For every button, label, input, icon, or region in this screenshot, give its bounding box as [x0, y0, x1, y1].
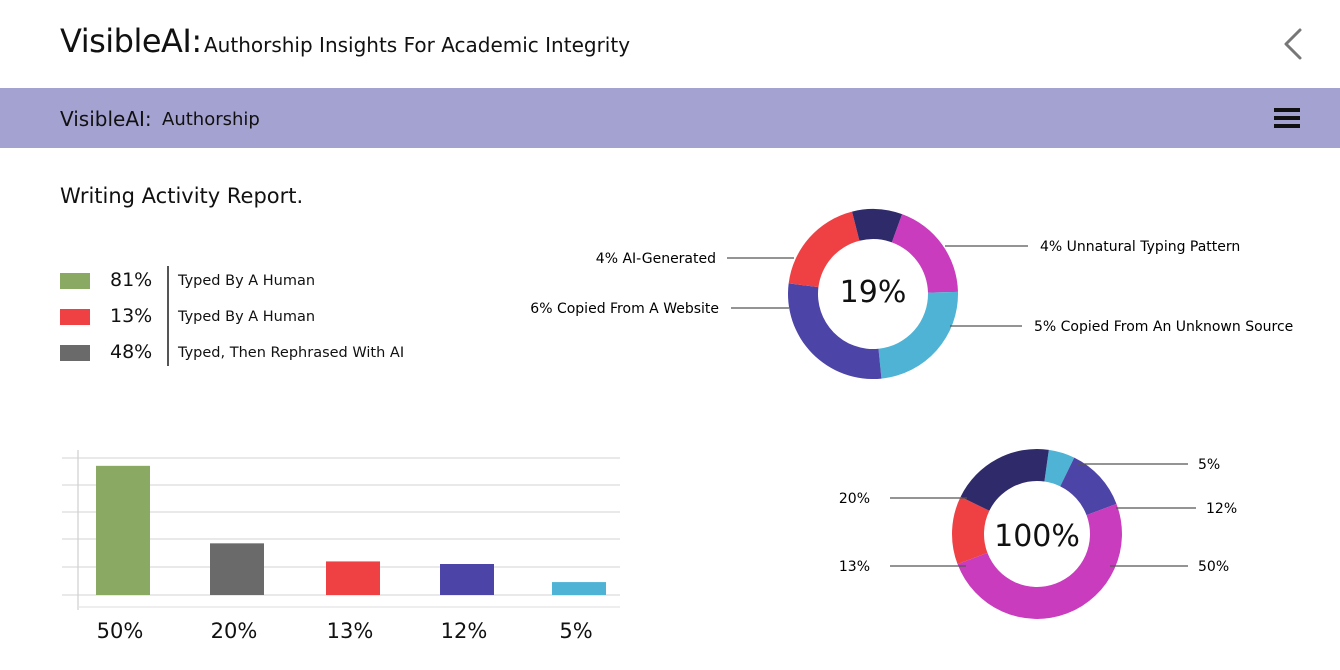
bar-label-0: 50%: [97, 619, 144, 643]
legend-row-typed-by-human: 81% Typed By A Human: [60, 266, 480, 296]
bar-1: [210, 543, 264, 595]
donut-slice-1: [1060, 457, 1117, 516]
callout-5: 5%: [1198, 457, 1220, 473]
legend-label: Typed By A Human: [178, 273, 316, 289]
callout-50: 50%: [1198, 559, 1229, 575]
donut-slice-2: [957, 503, 1122, 619]
legend-swatch-green: [60, 273, 90, 289]
menu-button[interactable]: [1270, 104, 1304, 134]
brand-title: VisibleAI:: [60, 22, 202, 60]
bar-labels: 50% 20% 13% 12% 5%: [97, 619, 593, 643]
section-navbar: [0, 88, 1340, 148]
legend-label: Typed, Then Rephrased With AI: [178, 345, 405, 361]
bar-4: [552, 582, 606, 595]
donut-slice-3: [951, 496, 990, 565]
navbar-section-title: Authorship: [162, 109, 260, 130]
donut-slice-4: [960, 448, 1049, 511]
legend-label: Typed By A Human: [178, 309, 316, 325]
bar-label-2: 13%: [327, 619, 374, 643]
legend-percent: 81%: [110, 269, 153, 291]
legend-percent: 48%: [110, 341, 153, 363]
callout-13: 13%: [839, 559, 870, 575]
donut-slice-4: [852, 209, 903, 243]
report-title: Writing Activity Report.: [60, 184, 304, 208]
callout-12: 12%: [1206, 501, 1237, 517]
back-button[interactable]: [1276, 26, 1310, 62]
donut-center-label: 100%: [994, 519, 1080, 554]
legend-row-typed-by-human-2: 13% Typed By A Human: [60, 302, 480, 332]
donut-slice-2: [788, 283, 882, 379]
legend-divider: [167, 266, 169, 366]
legend-row-rephrased-with-ai: 48% Typed, Then Rephrased With AI: [60, 338, 480, 368]
legend-swatch-gray: [60, 345, 90, 361]
donut-center-label: 19%: [840, 275, 907, 310]
bar-3: [440, 564, 494, 595]
callout-unknown-source: 5% Copied From An Unknown Source: [1034, 319, 1293, 335]
legend-percent: 13%: [110, 305, 153, 327]
donut-slice-0: [891, 214, 958, 293]
donut-slice-1: [878, 291, 958, 379]
brand-subtitle: Authorship Insights For Academic Integri…: [204, 33, 631, 57]
callout-copied-website: 6% Copied From A Website: [530, 301, 719, 317]
bars: [96, 465, 606, 595]
donut-slice-0: [1044, 449, 1075, 487]
callout-unnatural-typing: 4% Unnatural Typing Pattern: [1040, 239, 1240, 255]
navbar-brand: VisibleAI:: [60, 107, 152, 131]
bar-0: [96, 465, 150, 595]
donut-slice-3: [788, 211, 860, 288]
app-header: [0, 0, 1340, 88]
chevron-left-icon: [1284, 28, 1302, 60]
bar-2: [326, 561, 380, 595]
bar-label-4: 5%: [559, 619, 592, 643]
bar-label-1: 20%: [211, 619, 258, 643]
callout-ai-generated: 4% AI-Generated: [596, 251, 716, 267]
menu-bar: [1274, 108, 1300, 112]
callout-20: 20%: [839, 491, 870, 507]
menu-bar: [1274, 124, 1300, 128]
bar-label-3: 12%: [441, 619, 488, 643]
donut-slices: [951, 448, 1122, 619]
legend-swatch-red: [60, 309, 90, 325]
donut-slices: [788, 209, 958, 379]
menu-bar: [1274, 116, 1300, 120]
